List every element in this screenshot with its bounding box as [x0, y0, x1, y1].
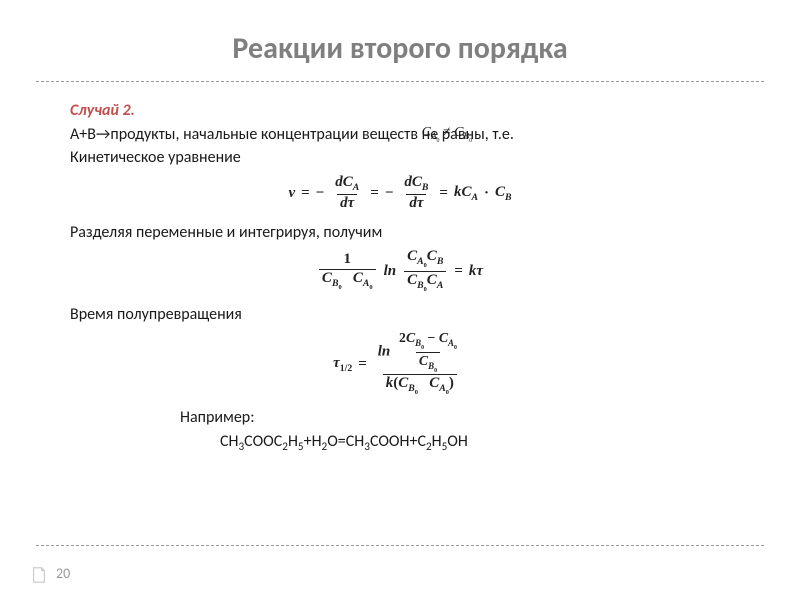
- case-label: Случай 2.: [70, 101, 135, 120]
- rate-equation: v = − dCA dτ = − dCB dτ = kCA · CB: [70, 175, 730, 212]
- half-life-equation: τ1/2 = ln 2CB0 − CA0 CB0 k(CB0 CA0): [70, 331, 730, 397]
- chem-p2: COOC: [244, 432, 282, 451]
- overlapping-text-artifact: не равны CA0 ≠ CB0 не равны: [422, 124, 485, 146]
- reaction-description-line: А+В→продукты, начальные концентрации вещ…: [70, 124, 730, 146]
- reaction-text-suffix: , т.е.: [485, 125, 514, 144]
- footer-page-icon: [30, 566, 48, 584]
- chem-p8: OH: [447, 432, 468, 451]
- page-number: 20: [56, 565, 70, 582]
- chem-p6: COOH+C: [370, 432, 426, 451]
- overlap-words: не равны: [422, 124, 485, 146]
- case-label-line: Случай 2.: [70, 100, 730, 122]
- slide-body: Случай 2. А+В→продукты, начальные концен…: [0, 82, 800, 455]
- reaction-text-prefix: А+В→продукты, начальные концентрации вещ…: [70, 125, 422, 144]
- slide-title: Реакции второго порядка: [0, 0, 800, 81]
- half-life-label: Время полупревращения: [70, 304, 730, 326]
- kinetic-equation-label: Кинетическое уравнение: [70, 147, 730, 169]
- integrated-equation: 1 CB0 CA0 ln CA0CB CB0CA = kτ: [70, 249, 730, 293]
- chem-p1: CH: [220, 432, 239, 451]
- integration-label: Разделяя переменные и интегрируя, получи…: [70, 222, 730, 244]
- chem-p7: H: [432, 432, 442, 451]
- chem-p3: H: [288, 432, 298, 451]
- example-reaction: CH3COOC2H5+H2O=CH3COOH+C2H5OH: [70, 431, 730, 455]
- footer-separator: [36, 545, 764, 546]
- example-label: Например:: [70, 407, 730, 429]
- chem-p5: O=CH: [327, 432, 364, 451]
- chem-p4: +H: [304, 432, 322, 451]
- slide: Реакции второго порядка Случай 2. А+В→пр…: [0, 0, 800, 600]
